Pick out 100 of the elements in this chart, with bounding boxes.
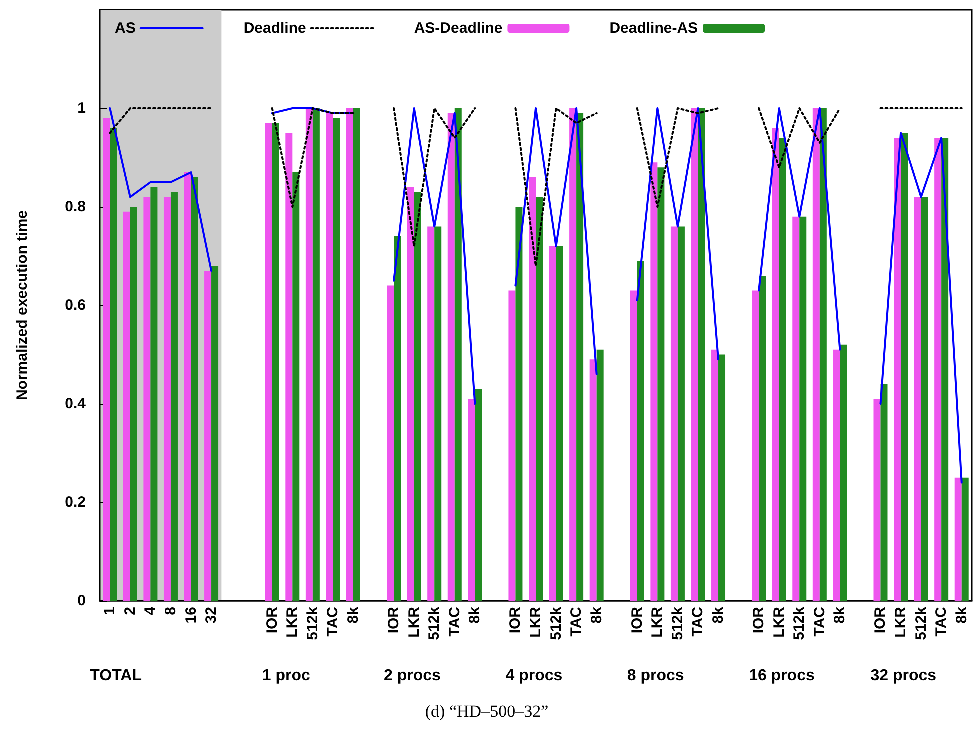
bar xyxy=(529,177,536,601)
x-tick-label: 8k xyxy=(832,606,849,624)
bar xyxy=(772,128,780,601)
x-tick-label: 1 xyxy=(102,607,119,616)
bar xyxy=(670,226,678,601)
bar xyxy=(901,133,908,601)
x-tick-label: IOR xyxy=(872,606,890,634)
x-tick-label: 512k xyxy=(669,606,686,640)
bar xyxy=(204,271,212,601)
bar xyxy=(103,118,110,601)
bar xyxy=(812,108,820,601)
y-tick-label: 1 xyxy=(78,100,86,117)
x-tick-label: 512k xyxy=(426,606,444,640)
bar xyxy=(718,354,726,601)
x-tick-label: 32 xyxy=(203,607,220,624)
bar xyxy=(650,162,658,601)
bar xyxy=(698,108,706,601)
x-tick-label: 8k xyxy=(588,606,606,624)
bar xyxy=(170,192,178,601)
x-tick-label: IOR xyxy=(628,606,646,634)
y-tick-label: 0 xyxy=(78,592,86,610)
legend-label: Deadline-AS xyxy=(610,20,698,37)
bar xyxy=(407,187,414,601)
text: 32 procs xyxy=(870,668,937,684)
x-tick-label: TAC xyxy=(690,606,707,637)
y-tick-label: 0.4 xyxy=(65,396,87,412)
x-tick-label: LKR xyxy=(892,606,910,638)
x-tick-label: 8 xyxy=(162,607,180,616)
x-tick-label: 16 xyxy=(182,607,200,624)
bar xyxy=(800,216,807,601)
bar xyxy=(508,290,516,601)
bar xyxy=(678,226,685,601)
text: 16 procs xyxy=(749,668,815,684)
bar xyxy=(164,197,171,601)
x-tick-label: 512k xyxy=(912,606,930,640)
y-tick-label: 0.2 xyxy=(65,494,86,511)
y-axis-title: Normalized execution time xyxy=(14,210,31,401)
bar xyxy=(921,197,928,601)
bar xyxy=(759,276,766,601)
bar xyxy=(353,108,360,601)
bar xyxy=(272,123,280,601)
bar xyxy=(414,192,422,601)
bar xyxy=(454,108,462,601)
text: 4 procs xyxy=(506,668,563,684)
x-tick-label: IOR xyxy=(750,606,768,634)
legend-label: AS xyxy=(114,20,136,37)
bar xyxy=(630,290,638,601)
x-tick-label: TAC xyxy=(324,606,342,637)
bar xyxy=(914,197,922,601)
x-tick-label: 512k xyxy=(791,606,808,640)
bar xyxy=(894,138,902,601)
bar xyxy=(712,350,719,601)
x-tick-label: IOR xyxy=(386,606,403,634)
x-tick-label: TAC xyxy=(446,606,464,637)
x-tick-label: LKR xyxy=(770,606,788,638)
bar xyxy=(570,108,577,601)
bar xyxy=(658,168,665,601)
bar xyxy=(880,384,888,601)
bar xyxy=(191,177,198,601)
bar xyxy=(448,113,455,601)
bar xyxy=(333,118,340,601)
bar xyxy=(874,399,881,601)
bar xyxy=(962,478,969,601)
bar xyxy=(934,138,942,601)
bar xyxy=(475,389,482,601)
x-tick-label: 8k xyxy=(953,606,970,624)
bar xyxy=(942,138,949,601)
bar xyxy=(428,226,435,601)
x-tick-label: TAC xyxy=(568,606,586,637)
x-tick-label: 2 xyxy=(122,607,139,616)
bar xyxy=(954,478,962,601)
bar xyxy=(792,216,800,601)
x-tick-label: LKR xyxy=(406,606,423,638)
x-tick-label: IOR xyxy=(507,606,524,634)
bar xyxy=(150,187,158,601)
text: 8 procs xyxy=(627,668,684,684)
x-tick-label: 4 xyxy=(142,606,160,616)
legend-label: AS-Deadline xyxy=(414,20,503,37)
legend-label: Deadline xyxy=(244,20,306,37)
bar xyxy=(292,172,300,601)
x-tick-label: 512k xyxy=(548,606,565,640)
bar xyxy=(637,261,644,601)
y-tick-label: 0.6 xyxy=(65,297,86,314)
x-tick-label: TAC xyxy=(933,606,950,637)
bar xyxy=(184,172,192,601)
x-tick-label: IOR xyxy=(264,606,281,634)
bar xyxy=(265,123,272,601)
bar xyxy=(326,113,334,601)
bar xyxy=(779,138,786,601)
bar xyxy=(212,266,219,601)
bar xyxy=(144,197,151,601)
bar xyxy=(123,212,130,601)
text: 1 proc xyxy=(262,668,310,684)
bar xyxy=(752,290,760,601)
bar xyxy=(840,344,848,601)
x-tick-label: 8k xyxy=(344,606,362,624)
bar xyxy=(110,128,118,601)
bar xyxy=(556,246,564,601)
bar xyxy=(691,108,698,601)
x-tick-label: 8k xyxy=(710,606,728,624)
